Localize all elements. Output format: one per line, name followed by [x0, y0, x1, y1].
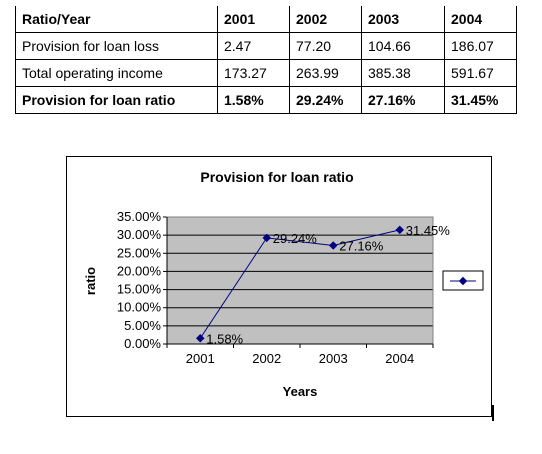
chart-frame: Provision for loan ratio 0.00% 5.00% 10.00… — [66, 156, 492, 417]
text-cursor — [492, 405, 494, 421]
header-cell: 2004 — [444, 6, 517, 33]
table-cell: 2.47 — [217, 32, 290, 60]
table-cell: 77.20 — [289, 32, 362, 60]
data-label: 31.45% — [406, 223, 451, 238]
header-cell: 2003 — [361, 6, 445, 33]
header-cell: Ratio/Year — [15, 6, 218, 33]
data-point — [329, 241, 338, 250]
y-axis-label: ratio — [83, 267, 98, 295]
y-tick-label: 15.00% — [117, 282, 162, 297]
x-axis-label: Years — [283, 384, 318, 399]
table-cell: 591.67 — [444, 59, 517, 87]
data-label: 1.58% — [206, 331, 243, 346]
table-row: Provision for loan ratio 1.58% 29.24% 27… — [15, 86, 517, 114]
table-cell: 186.07 — [444, 32, 517, 60]
table-cell: 263.99 — [289, 59, 362, 87]
header-cell: 2002 — [289, 6, 362, 33]
data-label: 27.16% — [339, 238, 384, 253]
table-cell: 385.38 — [361, 59, 445, 87]
data-table: Ratio/Year 2001 2002 2003 2004 Provision… — [15, 6, 517, 114]
table-cell: 173.27 — [217, 59, 290, 87]
line-chart: Provision for loan ratio 0.00% 5.00% 10.00… — [83, 169, 484, 399]
x-tick-label: 2002 — [252, 351, 281, 366]
table-cell: 31.45% — [444, 86, 517, 114]
table-cell: 27.16% — [361, 86, 445, 114]
legend-marker — [458, 276, 468, 286]
x-tick-label: 2003 — [319, 351, 348, 366]
data-point — [196, 334, 205, 343]
y-tick-label: 30.00% — [117, 227, 162, 242]
y-tick-label: 5.00% — [124, 318, 161, 333]
data-point — [262, 233, 271, 243]
y-tick-label: 25.00% — [117, 245, 162, 260]
table-header-row: Ratio/Year 2001 2002 2003 2004 — [15, 6, 517, 33]
table-cell: Provision for loan ratio — [15, 86, 218, 114]
x-tick-label: 2004 — [385, 351, 414, 366]
x-tick-label: 2001 — [186, 351, 215, 366]
y-tick-label: 0.00% — [124, 336, 161, 351]
y-tick-label: 20.00% — [117, 263, 162, 278]
series-line — [199, 229, 400, 339]
plot-area — [167, 217, 433, 344]
table-cell: Provision for loan loss — [15, 32, 218, 60]
table-cell: 1.58% — [217, 86, 290, 114]
y-tick-label: 10.00% — [117, 300, 162, 315]
legend — [442, 270, 484, 291]
table-cell: 29.24% — [289, 86, 362, 114]
data-point — [395, 225, 404, 235]
chart-title: Provision for loan ratio — [200, 169, 353, 185]
table-cell: Total operating income — [15, 59, 218, 87]
y-tick-label: 35.00% — [117, 209, 162, 224]
data-label: 29.24% — [273, 231, 318, 246]
header-cell: 2001 — [217, 6, 290, 33]
table-row: Provision for loan loss 2.47 77.20 104.6… — [15, 32, 517, 60]
table-row: Total operating income 173.27 263.99 385… — [15, 59, 517, 87]
table-cell: 104.66 — [361, 32, 445, 60]
